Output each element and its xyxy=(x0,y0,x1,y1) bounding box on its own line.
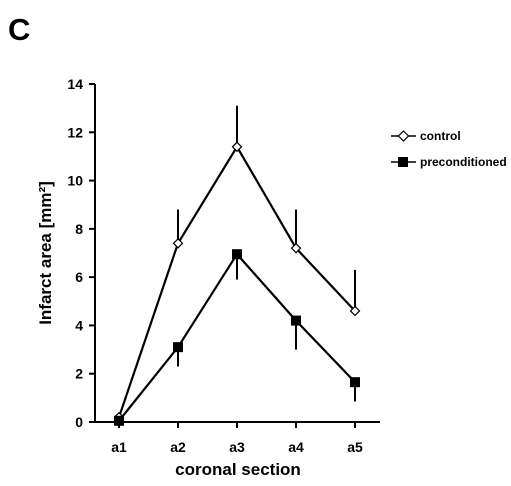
x-tick-label-a5: a5 xyxy=(347,439,363,455)
y-tick-label-6: 6 xyxy=(75,269,83,285)
point-preconditioned-a5 xyxy=(350,377,360,388)
y-tick-label-10: 10 xyxy=(67,173,83,189)
point-control-a3 xyxy=(231,141,243,153)
x-tick-label-a1: a1 xyxy=(111,439,127,455)
legend: control preconditioned xyxy=(391,129,507,169)
x-tick-label-a2: a2 xyxy=(170,439,186,455)
legend-preconditioned-label: preconditioned xyxy=(420,155,507,169)
point-preconditioned-a4 xyxy=(291,315,301,326)
point-preconditioned-a2 xyxy=(173,342,183,353)
legend-control-label: control xyxy=(420,129,461,143)
y-tick-label-14: 14 xyxy=(67,76,83,92)
point-control-a4 xyxy=(290,242,302,254)
x-axis: a1 a2 a3 a4 a5 coronal section xyxy=(95,421,380,479)
x-tick-label-a4: a4 xyxy=(288,439,304,455)
y-tick-label-4: 4 xyxy=(75,317,83,333)
legend-control-marker xyxy=(397,130,410,142)
point-control-a2 xyxy=(172,237,184,249)
y-axis-label: Infarct area [mm²] xyxy=(36,181,55,325)
y-axis: 0 2 4 6 8 10 12 14 Infarct area [mm²] xyxy=(36,76,96,430)
series-layer xyxy=(113,105,361,426)
panel-label: C xyxy=(8,12,30,47)
legend-item-preconditioned: preconditioned xyxy=(391,155,507,169)
x-tick-label-a3: a3 xyxy=(229,439,245,455)
y-tick-label-12: 12 xyxy=(67,124,83,140)
point-preconditioned-a1 xyxy=(114,415,124,426)
y-tick-label-8: 8 xyxy=(75,221,83,237)
legend-item-control: control xyxy=(391,129,461,143)
point-control-a5 xyxy=(349,305,361,317)
y-tick-label-0: 0 xyxy=(75,414,83,430)
point-preconditioned-a3 xyxy=(232,249,242,260)
y-tick-label-2: 2 xyxy=(75,366,83,382)
x-axis-label: coronal section xyxy=(175,460,301,479)
legend-preconditioned-marker xyxy=(398,157,408,167)
